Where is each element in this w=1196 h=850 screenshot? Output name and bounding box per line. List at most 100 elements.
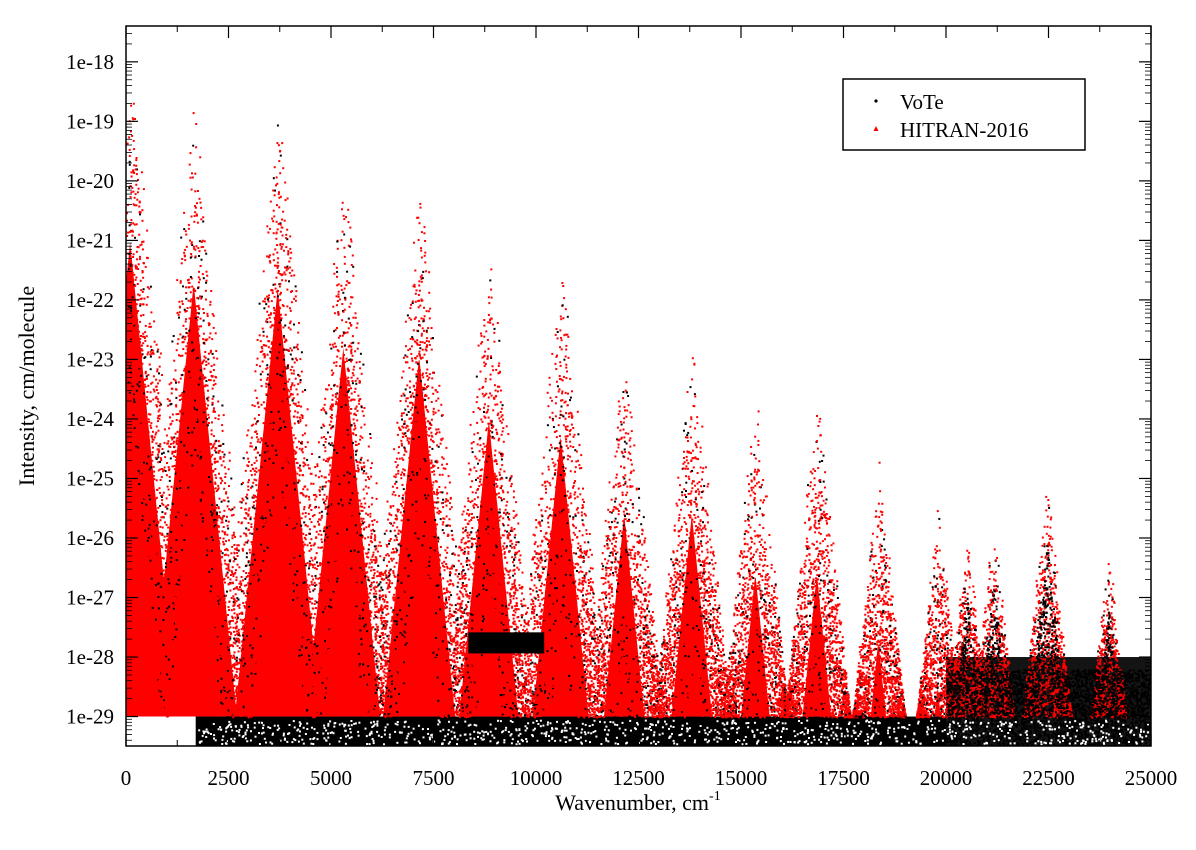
hitran-point xyxy=(736,686,739,689)
vote-point xyxy=(405,642,408,645)
hitran-point xyxy=(676,700,679,703)
hitran-point xyxy=(671,561,674,564)
hitran-point xyxy=(402,426,405,429)
hitran-point xyxy=(572,565,575,568)
vote-point xyxy=(195,357,198,360)
hitran-point xyxy=(878,648,880,651)
hitran-point xyxy=(614,700,617,703)
hitran-point xyxy=(576,594,579,597)
hitran-point xyxy=(299,557,302,560)
hitran-point xyxy=(565,494,568,497)
hitran-point xyxy=(408,628,411,631)
hitran-point xyxy=(175,552,178,555)
hitran-point xyxy=(752,659,755,662)
hitran-point xyxy=(432,643,435,646)
hitran-point xyxy=(482,442,485,445)
hitran-point xyxy=(841,713,844,716)
hitran-point xyxy=(683,618,686,621)
hitran-point xyxy=(527,624,530,627)
vote-point xyxy=(818,656,821,659)
hitran-point xyxy=(487,321,490,324)
hitran-point xyxy=(756,585,759,588)
hitran-point xyxy=(194,364,197,367)
hitran-point xyxy=(254,513,257,515)
hitran-point xyxy=(306,583,309,586)
hitran-point xyxy=(836,622,838,625)
hitran-point xyxy=(628,692,631,695)
hitran-point xyxy=(666,667,668,670)
hitran-point xyxy=(250,681,253,684)
hitran-point xyxy=(493,526,495,529)
vote-point xyxy=(640,523,643,526)
hitran-point xyxy=(330,549,333,552)
hitran-point xyxy=(350,509,353,512)
hitran-point xyxy=(688,610,691,613)
hitran-point xyxy=(414,490,417,493)
hitran-point xyxy=(743,713,746,716)
hitran-point xyxy=(512,490,515,493)
hitran-point xyxy=(178,394,181,397)
hitran-point xyxy=(511,605,514,608)
hitran-point xyxy=(244,687,247,690)
hitran-point xyxy=(414,340,416,343)
hitran-point xyxy=(472,582,475,585)
hitran-point xyxy=(293,384,296,387)
vote-point xyxy=(1054,584,1057,587)
hitran-point xyxy=(277,389,280,392)
hitran-point xyxy=(651,692,654,695)
hitran-point xyxy=(219,707,222,709)
hitran-point xyxy=(129,386,132,389)
vote-point xyxy=(165,562,167,565)
hitran-point xyxy=(700,690,703,693)
hitran-point xyxy=(1095,689,1097,692)
vote-point xyxy=(1044,646,1047,649)
vote-point xyxy=(329,444,332,446)
hitran-point xyxy=(446,580,449,583)
hitran-point xyxy=(237,698,240,701)
hitran-point xyxy=(565,444,568,447)
hitran-point xyxy=(843,712,845,715)
vote-point xyxy=(895,688,897,691)
hitran-point xyxy=(273,317,276,319)
hitran-point xyxy=(227,554,230,557)
hitran-point xyxy=(136,246,139,248)
hitran-point xyxy=(292,542,295,545)
hitran-point xyxy=(248,659,251,662)
hitran-point xyxy=(505,714,508,717)
hitran-point xyxy=(137,417,140,420)
hitran-point xyxy=(826,684,828,687)
hitran-point xyxy=(304,714,307,717)
hitran-point xyxy=(637,550,639,553)
hitran-point xyxy=(561,392,564,395)
hitran-point xyxy=(489,392,492,395)
hitran-point xyxy=(835,673,838,676)
vote-point xyxy=(392,609,395,612)
hitran-point xyxy=(560,548,563,551)
hitran-point xyxy=(225,679,228,682)
hitran-point xyxy=(994,590,997,593)
hitran-point xyxy=(613,526,616,529)
hitran-point xyxy=(178,490,181,493)
hitran-point xyxy=(678,658,681,661)
hitran-point xyxy=(539,530,542,532)
hitran-point xyxy=(742,643,745,646)
hitran-point xyxy=(268,260,271,263)
hitran-point xyxy=(888,634,891,637)
hitran-point xyxy=(1049,518,1052,521)
hitran-point xyxy=(187,470,190,473)
hitran-point xyxy=(764,583,767,586)
hitran-point xyxy=(812,606,815,609)
hitran-point xyxy=(439,566,442,569)
hitran-point xyxy=(882,668,885,671)
hitran-point xyxy=(867,680,870,683)
hitran-point xyxy=(245,673,247,676)
hitran-point xyxy=(276,406,278,409)
hitran-point xyxy=(1045,696,1047,699)
hitran-point xyxy=(589,698,592,701)
hitran-point xyxy=(562,539,565,542)
hitran-point xyxy=(243,684,246,687)
hitran-point xyxy=(685,459,688,462)
hitran-point xyxy=(640,607,643,610)
hitran-point xyxy=(799,614,802,617)
hitran-point xyxy=(977,687,980,690)
